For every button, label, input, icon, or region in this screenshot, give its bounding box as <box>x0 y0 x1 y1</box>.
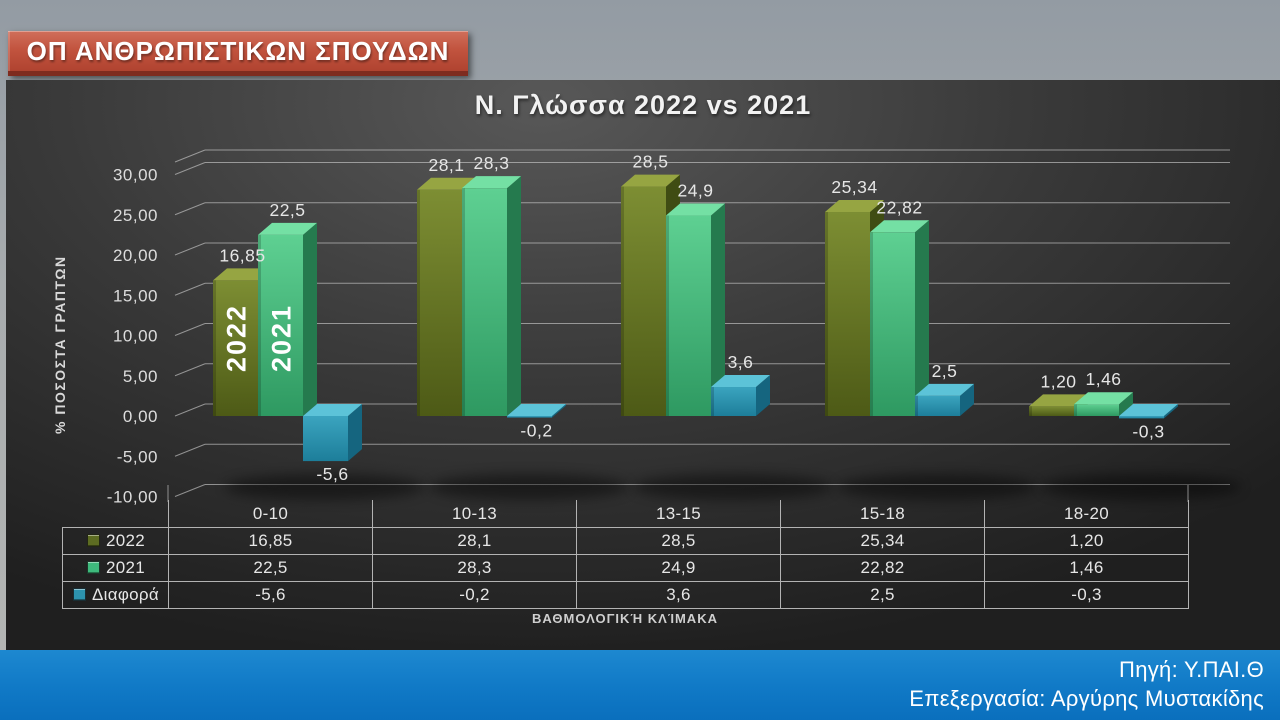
y-tick-label: 0,00 <box>123 407 158 426</box>
floor-shadow <box>633 474 833 500</box>
table-cell-2021-15-18: 22,82 <box>780 554 985 582</box>
chart-panel: Ν. Γλώσσα 2022 vs 2021 % ΠΟΣΟΣΤΑ ΓΡΑΠΤΩΝ… <box>6 80 1280 650</box>
y-tick-label: 20,00 <box>113 246 158 265</box>
table-cell-2022-18-20: 1,20 <box>984 527 1189 555</box>
chart-title: Ν. Γλώσσα 2022 vs 2021 <box>474 90 812 120</box>
table-row-2021: 2021 22,5 28,3 24,9 22,82 1,46 <box>62 554 1189 582</box>
data-label-2021-0-10: 22,5 <box>269 200 305 220</box>
table-cell-2021-18-20: 1,46 <box>984 554 1189 582</box>
footer-credit: Επεξεργασία: Αργύρης Μυστακίδης <box>909 686 1264 711</box>
bar-2021-13-15 <box>666 203 725 416</box>
legend-swatch-2022 <box>86 534 100 547</box>
category-header-13-15: 13-15 <box>576 500 781 528</box>
bar-2021-10-13 <box>462 176 521 416</box>
data-label-Διαφορά-13-15: 3,6 <box>728 352 754 372</box>
y-tick-label: 30,00 <box>113 166 158 185</box>
x-axis-title: ΒΑΘΜΟΛΟΓΙΚΉ ΚΛΊΜΑΚΑ <box>532 611 718 626</box>
table-cell-Διαφορά-0-10: -5,6 <box>168 581 373 609</box>
floor-shadow <box>225 474 425 500</box>
y-tick-label: 10,00 <box>113 327 158 346</box>
legend-cell-2021: 2021 <box>62 554 169 582</box>
bar-2021-0-10 <box>258 222 317 416</box>
header-banner: ΟΠ ΑΝΘΡΩΠΙΣΤΙΚΩΝ ΣΠΟΥΔΩΝ <box>8 31 468 76</box>
data-label-2022-0-10: 16,85 <box>219 245 265 265</box>
bar-2021-18-20 <box>1074 392 1133 416</box>
footer-source: Πηγή: Υ.ΠΑΙ.Θ <box>1119 657 1264 682</box>
data-label-2022-15-18: 25,34 <box>831 177 877 197</box>
table-cell-2021-13-15: 24,9 <box>576 554 781 582</box>
data-label-Διαφορά-18-20: -0,3 <box>1132 421 1164 441</box>
data-label-2021-18-20: 1,46 <box>1085 369 1121 389</box>
table-corner-cell <box>63 500 169 528</box>
table-row-Διαφορά: Διαφορά -5,6 -0,2 3,6 2,5 -0,3 <box>62 581 1189 609</box>
bar-Διαφορά-13-15 <box>711 375 770 416</box>
legend-cell-2022: 2022 <box>62 527 169 555</box>
table-cell-Διαφορά-18-20: -0,3 <box>984 581 1189 609</box>
data-label-2022-18-20: 1,20 <box>1040 371 1076 391</box>
y-tick-label: -10,00 <box>107 488 158 507</box>
header-banner-label: ΟΠ ΑΝΘΡΩΠΙΣΤΙΚΩΝ ΣΠΟΥΔΩΝ <box>26 35 450 66</box>
category-header-0-10: 0-10 <box>168 500 373 528</box>
legend-swatch-Διαφορά <box>72 588 86 601</box>
category-header-18-20: 18-20 <box>984 500 1189 528</box>
category-header-15-18: 15-18 <box>780 500 985 528</box>
legend-swatch-2021 <box>86 561 100 574</box>
y-tick-label: -5,00 <box>117 447 158 466</box>
table-cell-2022-15-18: 25,34 <box>780 527 985 555</box>
data-label-2021-13-15: 24,9 <box>677 181 713 201</box>
y-tick-label: 15,00 <box>113 286 158 305</box>
data-label-Διαφορά-0-10: -5,6 <box>316 464 348 484</box>
y-tick-label: 25,00 <box>113 206 158 225</box>
data-label-2021-15-18: 22,82 <box>876 197 922 217</box>
table-cell-2022-0-10: 16,85 <box>168 527 373 555</box>
in-bar-year-label: 2021 <box>267 304 297 372</box>
table-cell-Διαφορά-15-18: 2,5 <box>780 581 985 609</box>
data-label-Διαφορά-15-18: 2,5 <box>932 361 958 381</box>
table-cell-2021-10-13: 28,3 <box>372 554 577 582</box>
table-cell-2022-13-15: 28,5 <box>576 527 781 555</box>
table-row-2022: 2022 16,85 28,1 28,5 25,34 1,20 <box>62 527 1189 555</box>
table-cell-2021-0-10: 22,5 <box>168 554 373 582</box>
floor-shadow <box>837 474 1037 500</box>
bar-Διαφορά-0-10 <box>303 404 362 462</box>
y-tick-label: 5,00 <box>123 367 158 386</box>
category-header-10-13: 10-13 <box>372 500 577 528</box>
footer-banner: Πηγή: Υ.ΠΑΙ.Θ Επεξεργασία: Αργύρης Μυστα… <box>0 650 1280 720</box>
floor-shadow <box>1041 474 1241 500</box>
data-label-2022-10-13: 28,1 <box>428 155 464 175</box>
bar-Διαφορά-10-13 <box>507 404 566 418</box>
floor-shadow <box>429 474 629 500</box>
bar-Διαφορά-18-20 <box>1119 404 1178 419</box>
data-label-Διαφορά-10-13: -0,2 <box>520 421 552 441</box>
in-bar-year-label: 2022 <box>222 304 252 372</box>
chart-data-table: 0-10 10-13 13-15 15-18 18-20 2022 16,85 28,1 28,… <box>62 500 1189 609</box>
data-label-2021-10-13: 28,3 <box>473 153 509 173</box>
bar-2021-15-18 <box>870 220 929 416</box>
chart-plot: 30,00 25,00 20,00 15,00 10,00 5,00 0,00 -5,00 -1… <box>107 149 1241 507</box>
legend-cell-Διαφορά: Διαφορά <box>62 581 169 609</box>
data-label-2022-13-15: 28,5 <box>632 152 668 172</box>
table-cell-2022-10-13: 28,1 <box>372 527 577 555</box>
table-cell-Διαφορά-10-13: -0,2 <box>372 581 577 609</box>
table-cell-Διαφορά-13-15: 3,6 <box>576 581 781 609</box>
bar-Διαφορά-15-18 <box>915 383 974 416</box>
